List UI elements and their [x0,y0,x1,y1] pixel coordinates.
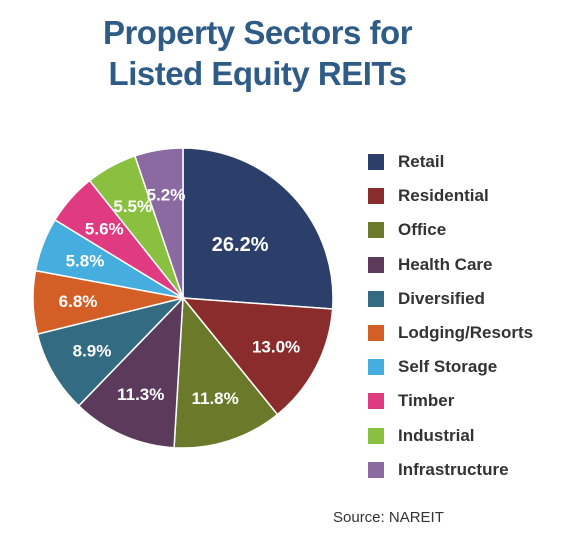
legend-swatch [368,359,384,376]
legend-label: Retail [398,152,445,172]
legend-label: Industrial [398,425,475,445]
legend-swatch [368,461,384,478]
legend-swatch [368,222,384,239]
legend-item: Retail [368,145,533,179]
slice-label-self-storage: 5.8% [66,251,105,270]
legend-item: Residential [368,179,533,213]
legend-label: Timber [398,391,455,411]
slice-label-health-care: 11.3% [117,385,164,404]
slice-label-lodging-resorts: 6.8% [59,292,98,311]
pie-slice-retail [182,147,334,310]
legend-swatch [368,325,384,342]
legend-item: Industrial [368,419,533,453]
legend-swatch [368,154,384,171]
legend-item: Lodging/Resorts [368,316,533,350]
legend-swatch [368,188,384,205]
pie-slice-office [173,296,279,449]
chart-legend: Retail Residential Office Health Care Divers… [368,145,533,487]
legend-item: Infrastructure [368,453,533,487]
chart-title: Property Sectors for Listed Equity REITs [0,12,515,94]
legend-label: Health Care [398,254,493,274]
legend-item: Timber [368,384,533,418]
legend-swatch [368,290,384,307]
slice-label-retail: 26.2% [212,234,269,256]
legend-label: Self Storage [398,357,498,377]
pie-slice-residential [181,297,334,416]
legend-label: Office [398,220,447,240]
source-note: Source: NAREIT [333,509,444,526]
pie-slice-diversified [36,296,186,407]
slice-label-timber: 5.6% [85,219,124,238]
legend-label: Lodging/Resorts [398,323,534,343]
slice-label-diversified: 8.9% [73,341,112,360]
legend-item: Health Care [368,248,533,282]
slice-label-residential: 13.0% [252,338,300,357]
legend-swatch [368,393,384,410]
legend-item: Office [368,213,533,247]
chart-title-line-2: Listed Equity REITs [108,55,407,92]
legend-swatch [368,427,384,444]
legend-label: Infrastructure [398,459,509,479]
slice-label-industrial: 5.5% [113,197,152,216]
chart-title-line-1: Property Sectors for [102,14,413,51]
pie-slice-infrastructure [133,147,184,299]
legend-label: Diversified [398,288,485,308]
legend-item: Diversified [368,282,533,316]
slice-label-infrastructure: 5.2% [147,185,186,204]
slice-label-office: 11.8% [191,389,238,408]
legend-swatch [368,256,384,273]
legend-item: Self Storage [368,350,533,384]
pie-slice-health-care [77,296,184,449]
legend-label: Residential [398,186,489,206]
